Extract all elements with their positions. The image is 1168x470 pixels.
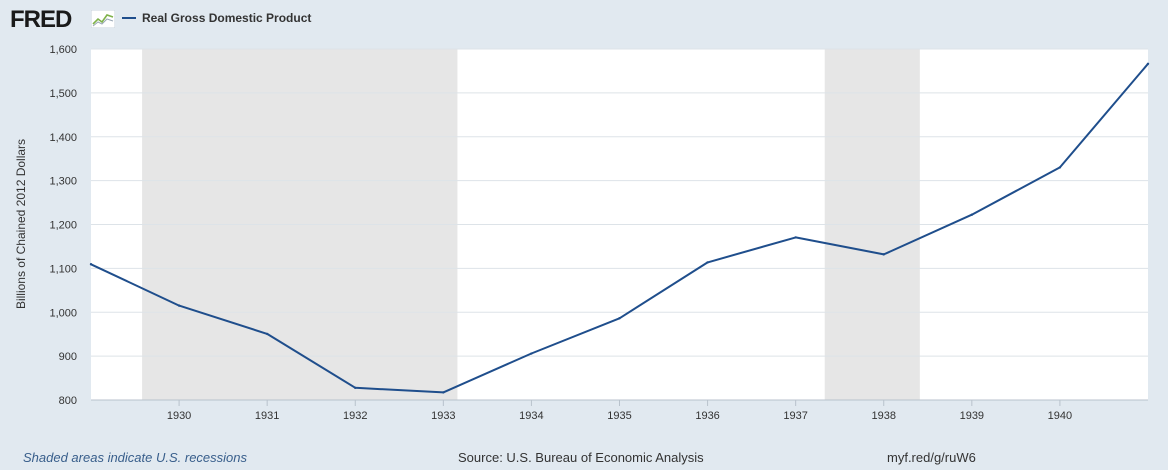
- x-tick-label: 1937: [783, 410, 807, 422]
- x-tick-label: 1936: [695, 410, 719, 422]
- x-tick-label: 1930: [167, 410, 191, 422]
- data-point[interactable]: [89, 263, 93, 266]
- y-tick-label: 1,300: [49, 176, 77, 188]
- data-point[interactable]: [970, 213, 974, 216]
- x-tick-label: 1933: [431, 410, 455, 422]
- series-group: [89, 62, 1150, 394]
- short-url-link[interactable]: myf.red/g/ruW6: [887, 450, 976, 465]
- x-tick-label: 1938: [872, 410, 896, 422]
- y-tick-label: 1,000: [49, 307, 77, 319]
- data-point[interactable]: [618, 317, 621, 320]
- data-point[interactable]: [1146, 62, 1150, 65]
- x-tick-label: 1935: [607, 410, 631, 422]
- y-tick-label: 800: [59, 395, 77, 407]
- line-chart-icon: [91, 10, 115, 28]
- x-tick-label: 1940: [1048, 410, 1072, 422]
- x-tick-label: 1932: [343, 410, 367, 422]
- y-tick-label: 900: [59, 351, 77, 363]
- data-point[interactable]: [706, 261, 709, 264]
- x-tick-label: 1934: [519, 410, 543, 422]
- x-tick-label: 1939: [960, 410, 984, 422]
- y-tick-label: 1,100: [49, 263, 77, 275]
- data-point[interactable]: [177, 304, 181, 307]
- y-axis-ticks: 800 900 1,000 1,100 1,200 1,300 1,400 1,500 1,60…: [49, 44, 77, 407]
- legend-swatch: [122, 17, 136, 19]
- data-point[interactable]: [1058, 166, 1062, 169]
- data-point[interactable]: [530, 352, 533, 355]
- fred-logo[interactable]: FRED: [10, 6, 72, 33]
- y-tick-label: 1,400: [49, 132, 77, 144]
- data-point[interactable]: [882, 253, 885, 256]
- data-point[interactable]: [794, 236, 797, 239]
- grid-lines: [91, 48, 1148, 357]
- y-axis-label: Billions of Chained 2012 Dollars: [14, 139, 28, 309]
- x-axis-ticks: 1930 1931 1932 1933 1934 1935 1936 1937 1938 1939…: [167, 400, 1072, 422]
- y-tick-label: 1,500: [49, 88, 77, 100]
- x-tick-label: 1931: [255, 410, 279, 422]
- chart-header: FRED Real Gross Domestic Product: [0, 0, 1168, 40]
- recession-note: Shaded areas indicate U.S. recessions: [23, 450, 248, 465]
- y-tick-label: 1,200: [49, 220, 77, 232]
- legend-label[interactable]: Real Gross Domestic Product: [142, 11, 312, 25]
- source-note: Source: U.S. Bureau of Economic Analysis: [458, 450, 704, 465]
- data-point[interactable]: [265, 332, 269, 336]
- data-point[interactable]: [442, 391, 445, 394]
- legend: Real Gross Domestic Product: [122, 11, 311, 25]
- data-point[interactable]: [354, 386, 357, 390]
- y-tick-label: 1,600: [49, 44, 77, 56]
